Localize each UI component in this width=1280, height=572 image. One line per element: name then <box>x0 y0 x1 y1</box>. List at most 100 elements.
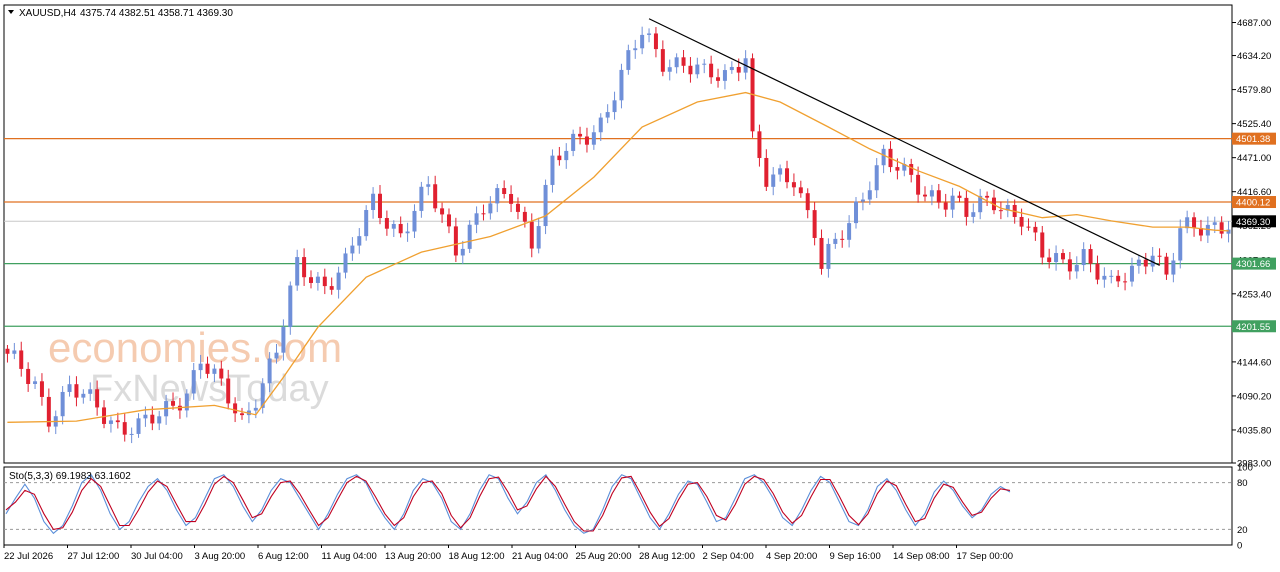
candle-body <box>860 199 865 202</box>
stochastic-axis-label: 0 <box>1237 541 1242 552</box>
candle-body <box>633 48 638 51</box>
candle-body <box>157 416 162 424</box>
candle-body <box>1047 257 1052 263</box>
candle-body <box>481 213 486 215</box>
time-axis-label: 25 Aug 20:00 <box>576 551 632 562</box>
price-axis-label: 4090.20 <box>1237 391 1271 402</box>
candle-body <box>81 393 86 398</box>
candle-body <box>1198 228 1203 236</box>
candle-body <box>791 182 796 188</box>
level-price-tag <box>1232 257 1276 270</box>
candle-body <box>240 413 245 416</box>
time-axis-label: 22 Jul 2026 <box>4 551 53 562</box>
candle-body <box>805 193 810 211</box>
candle-body <box>143 414 148 419</box>
candle-body <box>212 368 217 374</box>
candle-body <box>998 210 1003 212</box>
candle-body <box>1116 275 1121 282</box>
level-price-tag <box>1232 320 1276 333</box>
candle-body <box>226 378 231 404</box>
candle-body <box>329 286 334 290</box>
candle-body <box>336 272 341 290</box>
candle-body <box>19 350 24 369</box>
candle-body <box>267 358 272 384</box>
time-axis-label: 18 Aug 12:00 <box>449 551 505 562</box>
candle-body <box>881 148 886 166</box>
candle-body <box>1192 217 1197 229</box>
candle-body <box>1185 217 1190 229</box>
stochastic-signal-line <box>5 475 1011 532</box>
candle-body <box>74 384 79 398</box>
candle-body <box>1060 253 1065 260</box>
candle-body <box>288 285 293 328</box>
candle-body <box>309 277 313 283</box>
candle-body <box>757 131 762 158</box>
candle-body <box>281 327 286 353</box>
candle-body <box>315 276 320 283</box>
candle-body <box>991 197 996 211</box>
time-axis-label: 28 Aug 12:00 <box>639 551 695 562</box>
time-axis-label: 17 Sep 00:00 <box>957 551 1014 562</box>
candle-body <box>509 193 514 204</box>
candle-body <box>419 186 424 211</box>
watermark-economies: economies.com <box>48 324 342 371</box>
candle-body <box>874 165 879 191</box>
candle-body <box>736 66 741 73</box>
candle-body <box>812 210 817 238</box>
price-axis-label: 4416.60 <box>1237 187 1271 198</box>
price-axis-label: 4525.40 <box>1237 119 1271 130</box>
price-axis-label: 3983.00 <box>1237 459 1271 470</box>
candle-body <box>584 136 589 145</box>
candle-body <box>1171 260 1176 275</box>
candle-body <box>467 224 472 249</box>
price-axis-label: 4634.20 <box>1237 51 1271 62</box>
candle-body <box>88 389 93 394</box>
triangle-down-icon[interactable] <box>8 10 14 14</box>
symbol-label: XAUUSD,H4 <box>19 8 77 19</box>
candle-body <box>60 391 65 417</box>
candle-body <box>854 201 859 224</box>
candle-body <box>1123 281 1128 283</box>
watermark-fxnewstoday: FxNewsToday <box>90 368 329 410</box>
time-axis-label: 4 Sep 20:00 <box>766 551 817 562</box>
candle-body <box>67 384 72 392</box>
level-price-tag-label: 4501.38 <box>1236 134 1270 145</box>
candle-body <box>102 407 107 424</box>
candle-body <box>640 34 645 49</box>
level-price-tag-label: 4301.66 <box>1236 259 1270 270</box>
candle-body <box>722 70 727 81</box>
candle-body <box>219 368 224 379</box>
candle-body <box>578 133 583 137</box>
candle-body <box>681 57 686 66</box>
candle-body <box>840 238 845 240</box>
candle-body <box>978 195 983 213</box>
candle-body <box>440 208 445 215</box>
candle-body <box>350 245 355 254</box>
time-axis-label: 13 Aug 20:00 <box>385 551 441 562</box>
moving-average-line <box>7 91 1229 423</box>
candle-body <box>1109 275 1114 277</box>
candle-body <box>1102 275 1107 280</box>
candle-body <box>964 197 969 217</box>
candle-body <box>377 193 382 219</box>
candle-body <box>1095 263 1100 280</box>
candle-body <box>26 368 31 384</box>
candle-body <box>950 195 955 210</box>
stochastic-axis-label: 20 <box>1237 525 1248 536</box>
candle-body <box>433 184 438 209</box>
candle-body <box>971 212 976 217</box>
symbol-header[interactable]: XAUUSD,H4 4375.74 4382.51 4358.71 4369.3… <box>8 8 233 19</box>
candle-body <box>688 65 693 75</box>
candle-body <box>612 100 617 113</box>
candle-body <box>1054 253 1059 263</box>
stochastic-label: Sto(5,3,3) 69.1983 63.1602 <box>9 471 131 482</box>
candle-body <box>150 414 155 424</box>
time-axis-label: 6 Aug 12:00 <box>258 551 309 562</box>
candle-body <box>943 202 948 210</box>
price-axis-label: 4687.00 <box>1237 18 1271 29</box>
candle-body <box>136 418 141 434</box>
candle-body <box>667 67 672 72</box>
candle-body <box>33 381 38 384</box>
downtrend-line[interactable] <box>648 18 1160 266</box>
